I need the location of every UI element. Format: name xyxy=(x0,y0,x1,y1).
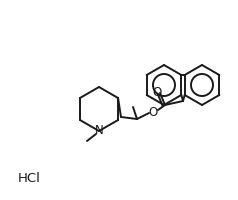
Text: O: O xyxy=(152,86,162,98)
Text: N: N xyxy=(95,124,103,138)
Text: O: O xyxy=(148,106,158,119)
Text: HCl: HCl xyxy=(18,171,41,184)
